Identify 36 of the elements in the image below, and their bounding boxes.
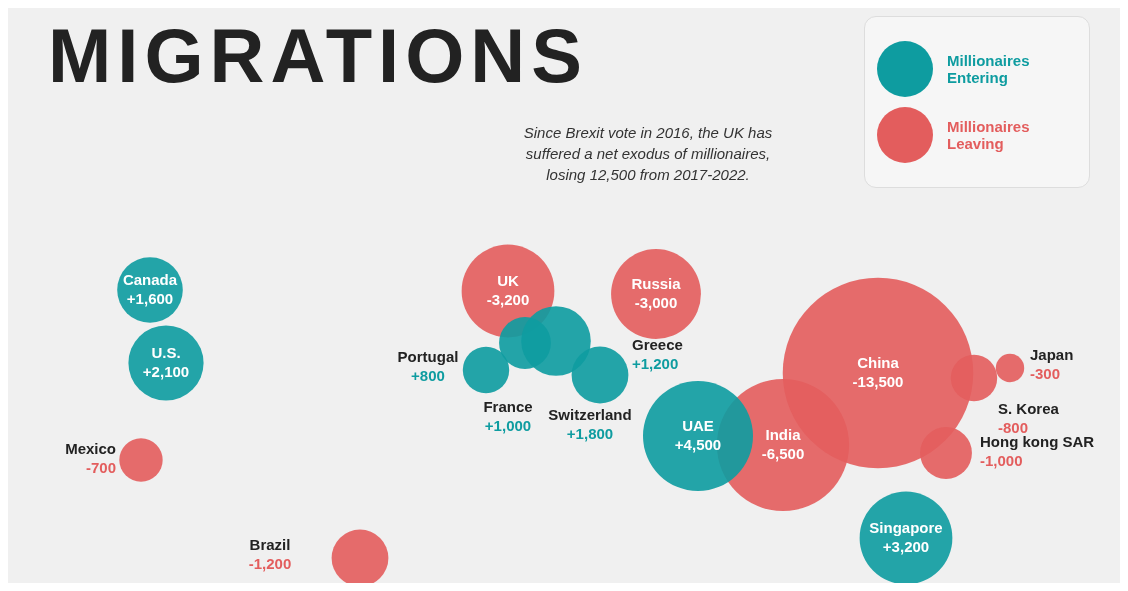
category-label: UK <box>497 272 519 290</box>
category-label: Canada <box>122 271 178 289</box>
category-label: China <box>857 354 900 372</box>
data-label: +1,200 <box>632 355 679 373</box>
data-label: -1,200 <box>248 555 292 573</box>
category-label: Mexico <box>65 440 116 458</box>
text: MIGRATIONS <box>48 12 588 99</box>
category-label: Singapore <box>869 519 943 537</box>
category-label: Portugal <box>397 348 459 366</box>
data-label: -1,000 <box>980 452 1023 470</box>
data-label: +3,200 <box>882 538 930 556</box>
text: Millionaires Entering <box>947 52 1031 86</box>
category-label: Japan <box>1030 346 1074 364</box>
category-label: UAE <box>682 417 714 435</box>
category-label: U.S. <box>151 344 181 362</box>
category-label: India <box>765 426 802 444</box>
category-label: Russia <box>631 275 682 293</box>
text: Since Brexit vote in 2016, the UK has suffered a net exodus of millionaires, losing 12,500 from 2017-2022. <box>523 123 773 183</box>
category-label: Switzerland <box>548 406 632 424</box>
data-label: -3,000 <box>634 294 678 312</box>
data-label: -700 <box>85 459 116 477</box>
category-label: Brazil <box>249 536 291 554</box>
data-label: -13,500 <box>852 373 904 391</box>
data-label: +2,100 <box>142 363 190 381</box>
data-label: -6,500 <box>761 445 805 463</box>
category-label: France <box>483 398 533 416</box>
data-label: +800 <box>411 367 445 385</box>
data-label: +1,600 <box>126 290 174 308</box>
data-label: +1,800 <box>566 425 614 443</box>
category-label: S. Korea <box>998 400 1060 418</box>
data-label: -3,200 <box>486 291 530 309</box>
data-label: +1,000 <box>484 417 532 435</box>
data-label: +4,500 <box>674 436 722 454</box>
category-label: Greece <box>632 336 683 354</box>
data-label: -300 <box>1030 365 1061 383</box>
text: Millionaires Leaving <box>947 118 1031 152</box>
